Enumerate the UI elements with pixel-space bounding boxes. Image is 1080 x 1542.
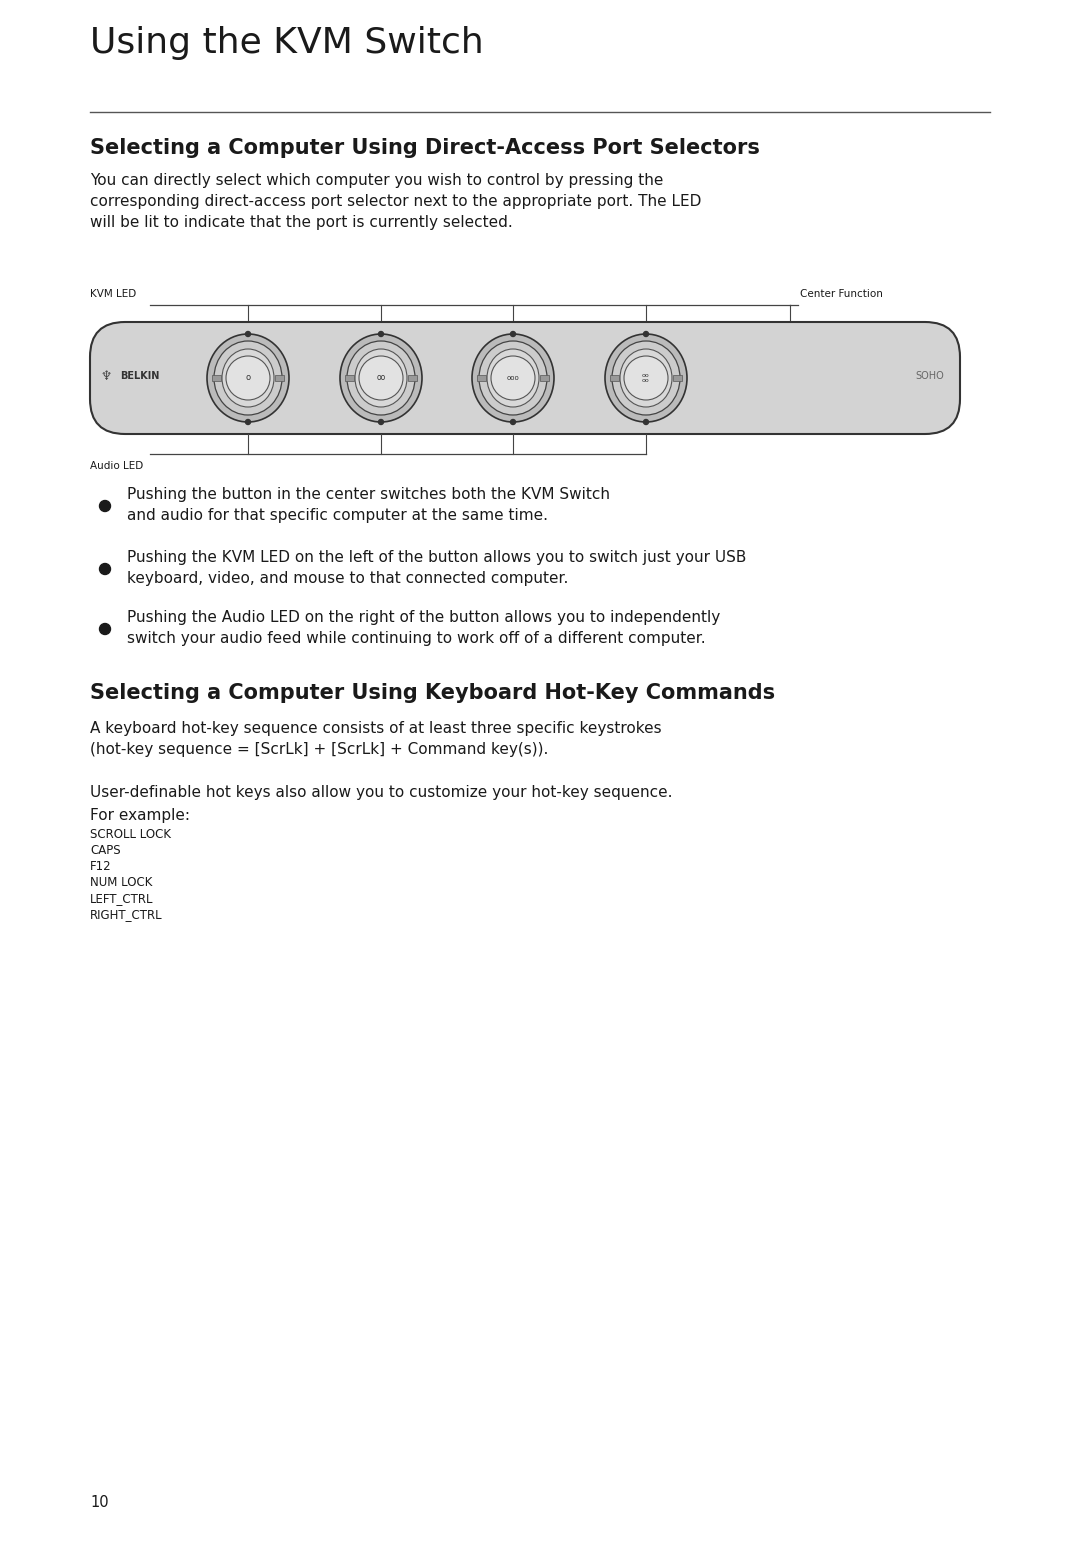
Bar bbox=[477, 375, 486, 381]
Text: and audio for that specific computer at the same time.: and audio for that specific computer at … bbox=[127, 507, 548, 523]
Circle shape bbox=[99, 563, 110, 575]
Circle shape bbox=[644, 419, 648, 424]
Circle shape bbox=[644, 332, 648, 336]
Text: SOHO: SOHO bbox=[915, 372, 944, 381]
Ellipse shape bbox=[612, 341, 680, 415]
Text: LEFT_CTRL: LEFT_CTRL bbox=[90, 891, 153, 905]
Circle shape bbox=[99, 623, 110, 634]
Circle shape bbox=[378, 332, 383, 336]
Text: oo
oo: oo oo bbox=[643, 373, 650, 384]
Circle shape bbox=[99, 501, 110, 512]
Text: Selecting a Computer Using Direct-Access Port Selectors: Selecting a Computer Using Direct-Access… bbox=[90, 137, 760, 157]
Ellipse shape bbox=[207, 335, 289, 423]
Circle shape bbox=[491, 356, 535, 399]
Text: Using the KVM Switch: Using the KVM Switch bbox=[90, 26, 484, 60]
Ellipse shape bbox=[480, 341, 546, 415]
Text: ♆: ♆ bbox=[100, 370, 111, 382]
Circle shape bbox=[245, 332, 251, 336]
Text: KVM LED: KVM LED bbox=[90, 288, 136, 299]
Text: will be lit to indicate that the port is currently selected.: will be lit to indicate that the port is… bbox=[90, 214, 513, 230]
Text: Selecting a Computer Using Keyboard Hot-Key Commands: Selecting a Computer Using Keyboard Hot-… bbox=[90, 683, 775, 703]
Ellipse shape bbox=[347, 341, 415, 415]
Text: corresponding direct-access port selector next to the appropriate port. The LED: corresponding direct-access port selecto… bbox=[90, 194, 701, 210]
Text: You can directly select which computer you wish to control by pressing the: You can directly select which computer y… bbox=[90, 173, 663, 188]
Text: Pushing the Audio LED on the right of the button allows you to independently: Pushing the Audio LED on the right of th… bbox=[127, 611, 720, 625]
Ellipse shape bbox=[214, 341, 282, 415]
Text: Pushing the button in the center switches both the KVM Switch: Pushing the button in the center switche… bbox=[127, 487, 610, 503]
FancyBboxPatch shape bbox=[90, 322, 960, 433]
Bar bbox=[408, 375, 417, 381]
Text: (hot-key sequence = [ScrLk] + [ScrLk] + Command key(s)).: (hot-key sequence = [ScrLk] + [ScrLk] + … bbox=[90, 742, 549, 757]
Ellipse shape bbox=[340, 335, 422, 423]
Text: 10: 10 bbox=[90, 1496, 109, 1510]
Bar bbox=[673, 375, 681, 381]
Ellipse shape bbox=[222, 348, 274, 407]
Ellipse shape bbox=[487, 348, 539, 407]
Bar bbox=[275, 375, 284, 381]
Text: A keyboard hot-key sequence consists of at least three specific keystrokes: A keyboard hot-key sequence consists of … bbox=[90, 722, 662, 736]
Bar bbox=[540, 375, 549, 381]
Ellipse shape bbox=[620, 348, 672, 407]
Circle shape bbox=[511, 332, 515, 336]
Ellipse shape bbox=[605, 335, 687, 423]
Circle shape bbox=[624, 356, 669, 399]
Text: ooo: ooo bbox=[507, 375, 519, 381]
Ellipse shape bbox=[355, 348, 407, 407]
Circle shape bbox=[359, 356, 403, 399]
Text: CAPS: CAPS bbox=[90, 843, 121, 857]
Text: NUM LOCK: NUM LOCK bbox=[90, 876, 152, 890]
Circle shape bbox=[511, 419, 515, 424]
Text: oo: oo bbox=[376, 373, 386, 382]
Text: Center Function: Center Function bbox=[800, 288, 882, 299]
Text: switch your audio feed while continuing to work off of a different computer.: switch your audio feed while continuing … bbox=[127, 631, 705, 646]
Text: Pushing the KVM LED on the left of the button allows you to switch just your USB: Pushing the KVM LED on the left of the b… bbox=[127, 550, 746, 564]
Text: F12: F12 bbox=[90, 860, 111, 873]
Text: For example:: For example: bbox=[90, 808, 190, 823]
Bar bbox=[345, 375, 354, 381]
Text: BELKIN: BELKIN bbox=[120, 372, 160, 381]
Text: Audio LED: Audio LED bbox=[90, 461, 144, 470]
Ellipse shape bbox=[472, 335, 554, 423]
Text: User-definable hot keys also allow you to customize your hot-key sequence.: User-definable hot keys also allow you t… bbox=[90, 785, 673, 800]
Circle shape bbox=[378, 419, 383, 424]
Circle shape bbox=[226, 356, 270, 399]
Text: RIGHT_CTRL: RIGHT_CTRL bbox=[90, 908, 163, 921]
Bar bbox=[212, 375, 221, 381]
Circle shape bbox=[245, 419, 251, 424]
Text: o: o bbox=[245, 373, 251, 382]
Bar bbox=[610, 375, 619, 381]
Text: SCROLL LOCK: SCROLL LOCK bbox=[90, 828, 171, 840]
Text: keyboard, video, and mouse to that connected computer.: keyboard, video, and mouse to that conne… bbox=[127, 571, 568, 586]
